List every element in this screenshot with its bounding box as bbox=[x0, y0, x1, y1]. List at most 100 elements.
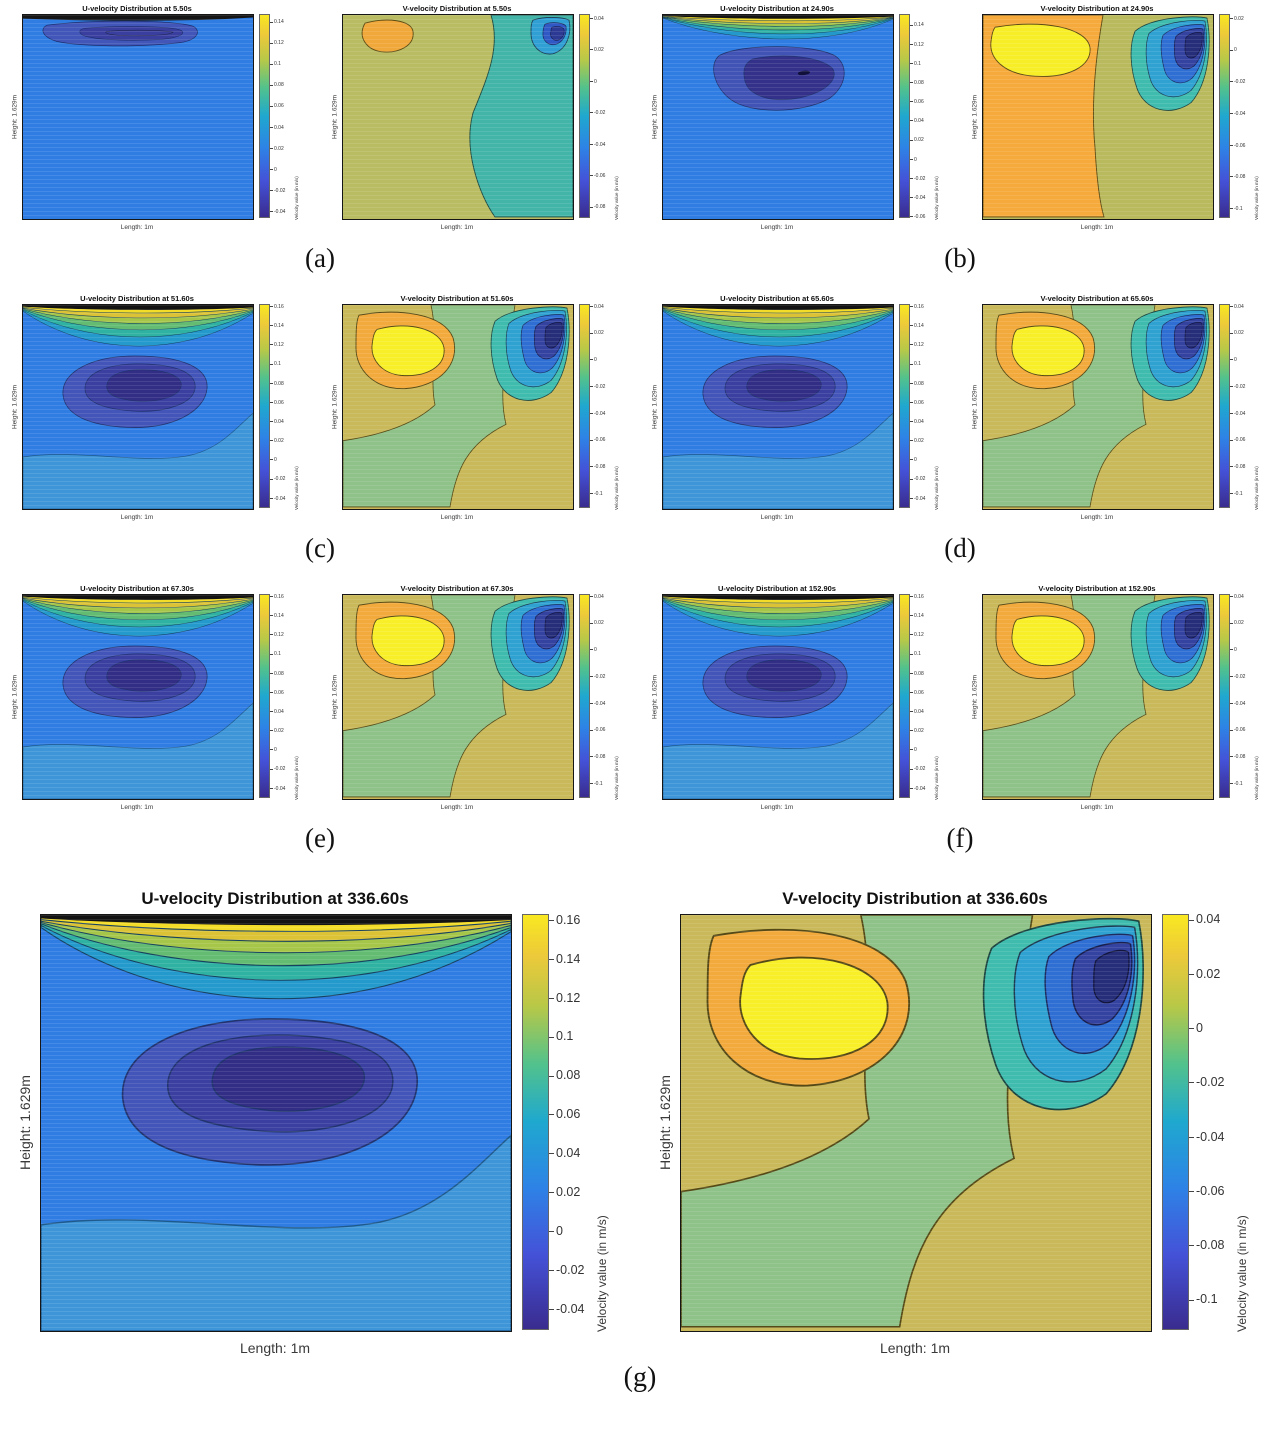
colorbar-tick: -0.04 bbox=[1230, 701, 1245, 707]
contour-field bbox=[663, 305, 893, 509]
panel-label-c: (c) bbox=[305, 533, 335, 563]
colorbar-tick: 0.02 bbox=[1230, 620, 1244, 626]
tick-mark bbox=[590, 49, 593, 51]
tick-mark bbox=[270, 210, 273, 212]
y-axis-label: Height: 1.629m bbox=[17, 1075, 33, 1171]
tick-mark bbox=[910, 216, 913, 218]
tick-mark bbox=[1230, 113, 1233, 114]
tick-mark bbox=[1230, 305, 1233, 307]
tick-mark bbox=[270, 596, 273, 598]
colorbar-tick: 0.02 bbox=[1230, 330, 1244, 336]
x-axis-label: Length: 1m bbox=[1080, 804, 1114, 811]
contour-region bbox=[550, 26, 565, 41]
v-velocity-plot-5-50s: V-velocity Distribution at 5.50s Height: … bbox=[320, 4, 640, 231]
colorbar-tick: 0.04 bbox=[549, 1146, 580, 1160]
panel-a-plots: U-velocity Distribution at 5.50s Height: … bbox=[0, 4, 640, 231]
tick-mark bbox=[910, 306, 913, 308]
tick-mark bbox=[910, 82, 913, 84]
colorbar-tick: -0.02 bbox=[1189, 1075, 1225, 1089]
colorbar-tick: 0.1 bbox=[910, 61, 921, 67]
colorbar-group: 0.14 0.12 0.1 0.08 0.06 0.04 0.02 0 -0.02 -0.04 Ve… bbox=[259, 14, 299, 220]
x-axis-label: Length: 1m bbox=[440, 804, 474, 811]
tick-mark bbox=[910, 615, 913, 617]
colorbar-label: Velocity value (in m/s) bbox=[1254, 756, 1259, 800]
colorbar-tick: -0.08 bbox=[1230, 174, 1245, 180]
colorbar-tick: 0.16 bbox=[910, 304, 924, 310]
tick-mark bbox=[910, 363, 913, 365]
tick-mark bbox=[1189, 1136, 1194, 1138]
tick-mark bbox=[1230, 81, 1233, 83]
tick-mark bbox=[910, 24, 913, 26]
colorbar-ticks: 0.16 0.14 0.12 0.1 0.08 0.06 0.04 0.02 0 -0.02 -0.… bbox=[270, 304, 294, 510]
panel-a: U-velocity Distribution at 5.50s Height: … bbox=[0, 4, 640, 294]
contour-region bbox=[106, 659, 182, 692]
tick-mark bbox=[549, 1231, 554, 1233]
colorbar-tick: -0.1 bbox=[1189, 1292, 1218, 1306]
plot-title: V-velocity Distribution at 24.90s bbox=[1040, 4, 1154, 13]
colorbar-tick: 0.02 bbox=[1230, 16, 1244, 22]
contour-region bbox=[79, 26, 184, 41]
colorbar-tick: -0.08 bbox=[590, 204, 605, 210]
colorbar-tick: 0.12 bbox=[270, 632, 284, 638]
plot-title: V-velocity Distribution at 65.60s bbox=[1040, 294, 1154, 303]
colorbar-ticks: 0.04 0.02 0 -0.02 -0.04 -0.06 -0.08 bbox=[590, 14, 614, 220]
panel-row-3: U-velocity Distribution at 67.30s Height:… bbox=[0, 584, 1280, 874]
panel-label-b: (b) bbox=[944, 243, 976, 273]
x-axis-label: Length: 1m bbox=[239, 1340, 311, 1356]
contour-region bbox=[663, 595, 893, 600]
u-velocity-plot-51-60s: U-velocity Distribution at 51.60s Height:… bbox=[0, 294, 320, 521]
colorbar-tick: 0.04 bbox=[1230, 304, 1244, 310]
colorbar-label: Velocity value (in m/s) bbox=[934, 756, 939, 800]
plot-body: Height: 1.629m 0.14 0.12 0.1 0.08 0.06 0.04 0.0… bbox=[8, 14, 320, 220]
tick-mark bbox=[590, 676, 593, 678]
colorbar-tick: -0.1 bbox=[590, 781, 603, 787]
colorbar-tick: 0.06 bbox=[910, 99, 924, 105]
tick-mark bbox=[270, 168, 273, 170]
y-axis-label: Height: 1.629m bbox=[11, 94, 19, 140]
colorbar-tick: 0.02 bbox=[910, 137, 924, 143]
colorbar-tick: 0 bbox=[1230, 647, 1237, 653]
colorbar-tick: 0.16 bbox=[549, 913, 580, 927]
colorbar-tick: -0.04 bbox=[549, 1302, 585, 1316]
plot-body: Height: 1.629m 0.16 0.14 0.12 0.1 0.08 0.06 0.0… bbox=[8, 304, 320, 510]
colorbar-tick: 0 bbox=[270, 167, 277, 173]
colorbar-ticks: 0.02 0 -0.02 -0.04 -0.06 -0.08 -0.1 bbox=[1230, 14, 1254, 220]
contour-plot-area bbox=[22, 594, 254, 800]
contour-field bbox=[681, 915, 1151, 1331]
colorbar-group: 0.04 0.02 0 -0.02 -0.04 -0.06 -0.08 -0.1 Velocit… bbox=[1219, 594, 1259, 800]
tick-mark bbox=[270, 363, 273, 365]
tick-mark bbox=[590, 359, 593, 361]
colorbar-tick: 0.1 bbox=[270, 361, 281, 367]
tick-mark bbox=[270, 459, 273, 461]
colorbar-tick: -0.06 bbox=[590, 173, 605, 179]
tick-mark bbox=[549, 1308, 554, 1310]
colorbar-label: Velocity value (in m/s) bbox=[934, 176, 939, 220]
colorbar-group: 0.16 0.14 0.12 0.1 0.08 0.06 0.04 0.02 0 -0.02 -0.… bbox=[259, 304, 299, 510]
tick-mark bbox=[270, 421, 273, 423]
tick-mark bbox=[549, 920, 554, 922]
colorbar-tick: 0.06 bbox=[910, 690, 924, 696]
tick-mark bbox=[910, 596, 913, 598]
contour-plot-area bbox=[662, 14, 894, 220]
v-velocity-plot-67-30s: V-velocity Distribution at 67.30s Height:… bbox=[320, 584, 640, 811]
colorbar-label: Velocity value (in m/s) bbox=[294, 176, 299, 220]
tick-mark bbox=[270, 653, 273, 655]
colorbar bbox=[1219, 304, 1230, 508]
contour-region bbox=[739, 956, 889, 1060]
tick-mark bbox=[1230, 622, 1233, 624]
contour-plot-area bbox=[982, 14, 1214, 220]
colorbar-tick: 0.1 bbox=[910, 651, 921, 657]
tick-mark bbox=[910, 459, 913, 461]
colorbar-tick: 0 bbox=[270, 457, 277, 463]
colorbar bbox=[259, 14, 270, 218]
panel-label-f: (f) bbox=[946, 823, 974, 853]
contour-region bbox=[23, 15, 253, 219]
tick-mark bbox=[270, 634, 273, 636]
contour-plot-area bbox=[662, 304, 894, 510]
contour-plot-area bbox=[22, 304, 254, 510]
y-axis-label: Height: 1.629m bbox=[331, 94, 339, 140]
tick-mark bbox=[590, 729, 593, 731]
colorbar-tick: -0.02 bbox=[270, 476, 285, 482]
colorbar-tick: 0.06 bbox=[910, 400, 924, 406]
x-axis-label: Length: 1m bbox=[1080, 224, 1114, 231]
